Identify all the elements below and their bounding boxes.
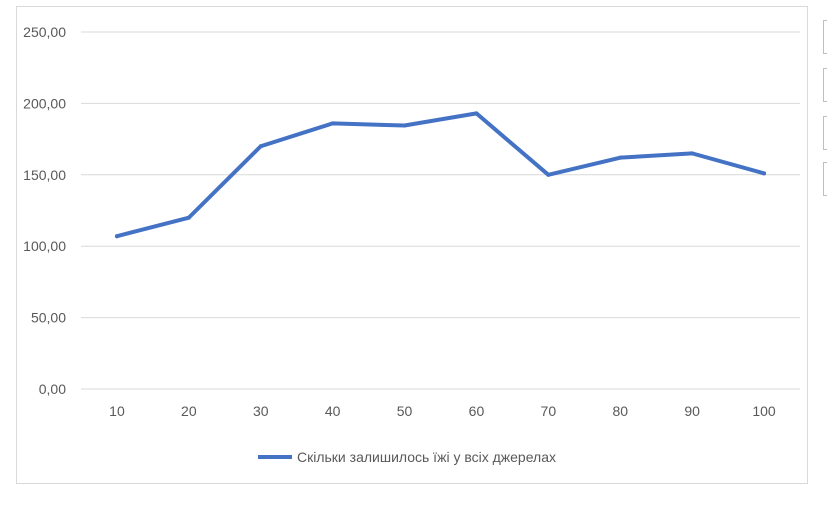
legend-series-label: Скільки залишилось їжі у всіх джерелах: [297, 449, 556, 465]
data-point: [402, 123, 407, 128]
x-tick-label: 40: [325, 403, 341, 419]
legend: Скільки залишилось їжі у всіх джерелах: [258, 449, 556, 465]
chart-options-button[interactable]: [823, 162, 827, 196]
y-tick-label: 200,00: [23, 95, 66, 111]
data-point: [186, 215, 191, 220]
y-axis-tick-labels: 0,00 50,00 100,00 150,00 200,00 250,00: [23, 24, 66, 397]
x-tick-label: 20: [181, 403, 197, 419]
data-point: [258, 144, 263, 149]
x-tick-label: 60: [469, 403, 485, 419]
x-tick-label: 90: [684, 403, 700, 419]
data-point: [546, 172, 551, 177]
x-tick-label: 80: [612, 403, 628, 419]
chart-styles-button[interactable]: [823, 68, 827, 102]
x-tick-label: 50: [397, 403, 413, 419]
data-point: [474, 111, 479, 116]
data-point: [690, 151, 695, 156]
y-tick-label: 250,00: [23, 24, 66, 40]
x-tick-label: 100: [752, 403, 776, 419]
y-tick-label: 100,00: [23, 238, 66, 254]
data-point: [114, 234, 119, 239]
series-line: [114, 111, 767, 239]
chart-elements-button[interactable]: [823, 20, 827, 54]
y-tick-label: 0,00: [39, 381, 66, 397]
x-tick-label: 70: [541, 403, 557, 419]
data-point: [330, 121, 335, 126]
data-point: [618, 155, 623, 160]
y-tick-label: 150,00: [23, 167, 66, 183]
chart-area: [16, 6, 808, 484]
x-tick-label: 30: [253, 403, 269, 419]
x-tick-label: 10: [109, 403, 125, 419]
gridlines: [81, 31, 800, 390]
series-lines: [114, 111, 767, 239]
y-tick-label: 50,00: [31, 310, 66, 326]
x-axis-tick-labels: 10 20 30 40 50 60 70 80 90 100: [109, 403, 776, 419]
chart-filters-button[interactable]: [823, 116, 827, 150]
data-point: [762, 171, 767, 176]
